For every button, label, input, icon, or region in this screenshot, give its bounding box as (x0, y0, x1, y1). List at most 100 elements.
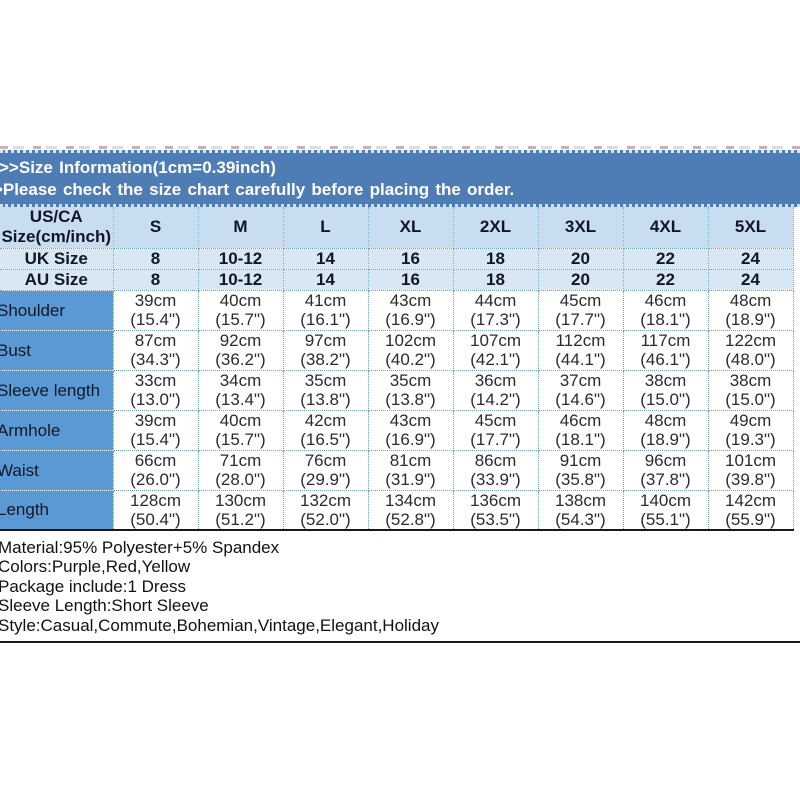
row-header: AU Size (0, 268, 114, 291)
au-size-row: AU Size 8 10-12 14 16 18 20 22 24 (0, 268, 794, 291)
detail-sleeve-length: Sleeve Length:Short Sleeve (0, 596, 209, 616)
table-cell: 20 (537, 247, 624, 270)
decorative-dashed-line (0, 146, 800, 149)
column-header: XL (367, 207, 454, 249)
uk-size-row: UK Size 8 10-12 14 16 18 20 22 24 (0, 247, 794, 270)
table-cell: 37cm (14.6") (537, 369, 624, 411)
table-cell: 81cm (31.9") (367, 449, 454, 491)
table-cell: 16 (367, 247, 454, 270)
table-cell: 42cm (16.5") (282, 409, 369, 451)
table-cell: 14 (282, 247, 369, 270)
table-cell: 35cm (13.8") (367, 369, 454, 411)
table-cell: 35cm (13.8") (282, 369, 369, 411)
table-cell: 44cm (17.3") (452, 289, 539, 331)
column-header: 5XL (707, 207, 794, 249)
table-cell: 101cm (39.8") (707, 449, 794, 491)
table-cell: 24 (707, 247, 794, 270)
table-cell: 18 (452, 247, 539, 270)
row-header: Shoulder (0, 289, 114, 331)
banner-title: >>Size Information(1cm=0.39inch) (0, 158, 276, 177)
table-cell: 36cm (14.2") (452, 369, 539, 411)
table-cell: 91cm (35.8") (537, 449, 624, 491)
table-cell: 43cm (16.9") (367, 409, 454, 451)
table-cell: 49cm (19.3") (707, 409, 794, 451)
row-header: Length (0, 489, 114, 531)
banner-subtitle: >>Please check the size chart carefully … (0, 180, 515, 199)
measurement-row: Waist 66cm (26.0") 71cm (28.0") 76cm (29… (0, 449, 794, 491)
table-cell: 138cm (54.3") (537, 489, 624, 531)
measurement-row: Bust 87cm (34.3") 92cm (36.2") 97cm (38.… (0, 329, 794, 371)
table-cell: 38cm (15.0") (707, 369, 794, 411)
measurement-row: Armhole 39cm (15.4") 40cm (15.7") 42cm (… (0, 409, 794, 451)
table-cell: 117cm (46.1") (622, 329, 709, 371)
table-cell: 38cm (15.0") (622, 369, 709, 411)
table-cell: 128cm (50.4") (112, 489, 199, 531)
table-header-row: US/CA Size(cm/inch) S M L XL 2XL 3XL 4XL… (0, 207, 794, 249)
table-cell: 66cm (26.0") (112, 449, 199, 491)
table-cell: 40cm (15.7") (197, 409, 284, 451)
row-header: Sleeve length (0, 369, 114, 411)
corner-header-line2: Size(cm/inch) (1, 227, 112, 247)
table-cell: 14 (282, 268, 369, 291)
table-cell: 24 (707, 268, 794, 291)
table-cell: 48cm (18.9") (622, 409, 709, 451)
row-header: Bust (0, 329, 114, 371)
table-cell: 41cm (16.1") (282, 289, 369, 331)
table-cell: 97cm (38.2") (282, 329, 369, 371)
table-cell: 46cm (18.1") (537, 409, 624, 451)
column-header: S (112, 207, 199, 249)
column-header: 2XL (452, 207, 539, 249)
table-cell: 92cm (36.2") (197, 329, 284, 371)
table-cell: 132cm (52.0") (282, 489, 369, 531)
table-cell: 10-12 (197, 268, 284, 291)
table-cell: 140cm (55.1") (622, 489, 709, 531)
table-cell: 96cm (37.8") (622, 449, 709, 491)
table-cell: 130cm (51.2") (197, 489, 284, 531)
table-cell: 86cm (33.9") (452, 449, 539, 491)
row-header: Waist (0, 449, 114, 491)
table-cell: 34cm (13.4") (197, 369, 284, 411)
table-cell: 136cm (53.5") (452, 489, 539, 531)
table-cell: 71cm (28.0") (197, 449, 284, 491)
table-cell: 22 (622, 247, 709, 270)
product-details: Material:95% Polyester+5% Spandex Colors… (0, 538, 800, 635)
size-table: US/CA Size(cm/inch) S M L XL 2XL 3XL 4XL… (0, 207, 794, 531)
table-cell: 112cm (44.1") (537, 329, 624, 371)
column-header: M (197, 207, 284, 249)
table-cell: 33cm (13.0") (112, 369, 199, 411)
row-header: UK Size (0, 247, 114, 270)
table-cell: 134cm (52.8") (367, 489, 454, 531)
table-cell: 48cm (18.9") (707, 289, 794, 331)
table-cell: 8 (112, 247, 199, 270)
column-header: 3XL (537, 207, 624, 249)
table-cell: 45cm (17.7") (452, 409, 539, 451)
table-cell: 107cm (42.1") (452, 329, 539, 371)
detail-colors: Colors:Purple,Red,Yellow (0, 557, 191, 577)
table-cell: 39cm (15.4") (112, 289, 199, 331)
measurement-row: Sleeve length 33cm (13.0") 34cm (13.4") … (0, 369, 794, 411)
table-cell: 8 (112, 268, 199, 291)
table-cell: 76cm (29.9") (282, 449, 369, 491)
table-cell: 45cm (17.7") (537, 289, 624, 331)
table-cell: 40cm (15.7") (197, 289, 284, 331)
table-cell: 10-12 (197, 247, 284, 270)
table-cell: 16 (367, 268, 454, 291)
table-cell: 22 (622, 268, 709, 291)
table-cell: 18 (452, 268, 539, 291)
corner-header-cell: US/CA Size(cm/inch) (0, 207, 114, 249)
measurement-row: Length 128cm (50.4") 130cm (51.2") 132cm… (0, 489, 794, 531)
size-information-banner: >>Size Information(1cm=0.39inch) >>Pleas… (0, 150, 800, 207)
detail-material: Material:95% Polyester+5% Spandex (0, 538, 280, 557)
measurement-row: Shoulder 39cm (15.4") 40cm (15.7") 41cm … (0, 289, 794, 331)
row-header: Armhole (0, 409, 114, 451)
bottom-divider-line (0, 641, 800, 643)
table-cell: 102cm (40.2") (367, 329, 454, 371)
detail-package: Package include:1 Dress (0, 576, 187, 596)
table-cell: 20 (537, 268, 624, 291)
table-cell: 39cm (15.4") (112, 409, 199, 451)
table-cell: 87cm (34.3") (112, 329, 199, 371)
table-cell: 46cm (18.1") (622, 289, 709, 331)
table-cell: 122cm (48.0") (707, 329, 794, 371)
table-cell: 142cm (55.9") (707, 489, 794, 531)
